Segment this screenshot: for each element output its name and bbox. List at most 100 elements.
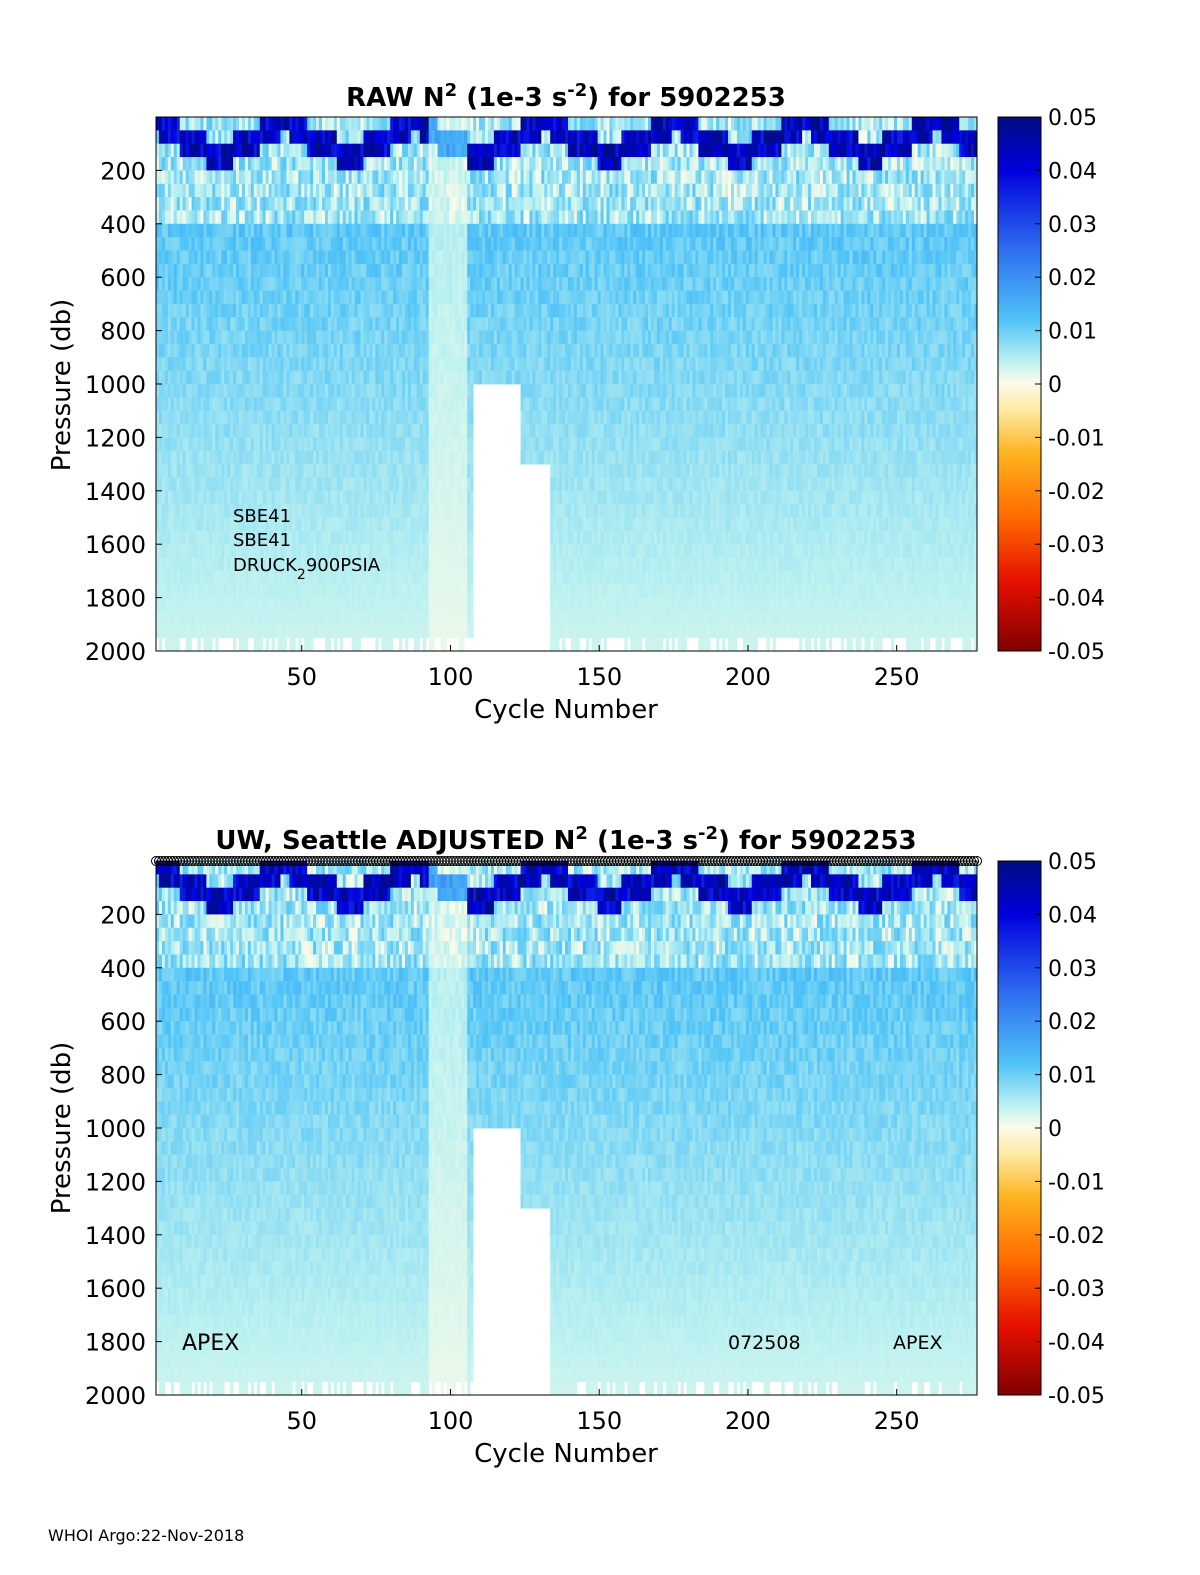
heatmap-cell — [556, 384, 560, 398]
heatmap-cell — [342, 504, 347, 518]
heatmap-cell — [277, 157, 281, 171]
heatmap-cell — [224, 170, 228, 185]
heatmap-cell — [283, 197, 287, 211]
heatmap-cell — [330, 570, 335, 585]
heatmap-cell — [467, 597, 471, 612]
heatmap-cell — [372, 277, 376, 291]
heatmap-cell — [253, 370, 258, 385]
heatmap-cell — [247, 317, 252, 331]
heatmap-cell — [221, 504, 225, 518]
heatmap-cell — [283, 130, 287, 145]
heatmap-cell — [410, 210, 415, 225]
heatmap-cell — [428, 504, 433, 518]
heatmap-cell — [452, 143, 456, 158]
heatmap-cell — [301, 223, 305, 238]
heatmap-cell — [170, 117, 175, 131]
heatmap-cell — [164, 237, 169, 251]
heatmap-cell — [236, 490, 240, 505]
heatmap-cell — [218, 130, 222, 145]
heatmap-cell — [283, 330, 287, 345]
heatmap-cell — [437, 263, 441, 278]
heatmap-cell — [191, 570, 195, 585]
heatmap-cell — [327, 303, 332, 318]
heatmap-cell — [161, 343, 166, 358]
heatmap-cell — [241, 250, 246, 265]
heatmap-cell — [224, 477, 228, 492]
heatmap-cell — [384, 183, 388, 198]
heatmap-cell — [209, 263, 213, 278]
heatmap-cell — [339, 357, 344, 372]
heatmap-cell — [339, 490, 344, 505]
heatmap-cell — [256, 130, 261, 145]
heatmap-cell — [212, 357, 216, 372]
heatmap-cell — [191, 157, 195, 171]
heatmap-cell — [541, 277, 545, 291]
heatmap-cell — [437, 157, 441, 171]
heatmap-cell — [304, 143, 308, 158]
heatmap-cell — [259, 517, 264, 532]
heatmap-cell — [437, 490, 441, 505]
heatmap-cell — [490, 237, 495, 251]
heatmap-cell — [244, 490, 249, 505]
heatmap-cell — [277, 197, 281, 211]
heatmap-cell — [164, 557, 169, 572]
heatmap-cell — [458, 343, 462, 358]
heatmap-cell — [461, 544, 465, 558]
heatmap-cell — [399, 290, 403, 305]
heatmap-cell — [354, 143, 358, 158]
heatmap-cell — [520, 117, 524, 131]
heatmap-cell — [298, 517, 302, 532]
heatmap-cell — [541, 263, 545, 278]
heatmap-cell — [354, 210, 358, 225]
heatmap-cell — [446, 357, 450, 372]
heatmap-cell — [446, 117, 450, 131]
heatmap-cell — [206, 464, 210, 478]
heatmap-cell — [535, 410, 539, 425]
heatmap-cell — [410, 597, 415, 612]
heatmap-cell — [161, 437, 166, 452]
heatmap-cell — [253, 544, 258, 558]
heatmap-cell — [452, 410, 456, 425]
heatmap-cell — [182, 530, 187, 545]
heatmap-cell — [179, 464, 184, 478]
heatmap-cell — [283, 530, 287, 545]
heatmap-cell — [182, 384, 187, 398]
heatmap-cell — [487, 277, 492, 291]
heatmap-cell — [286, 464, 290, 478]
heatmap-cell — [369, 170, 373, 185]
heatmap-cell — [446, 504, 450, 518]
heatmap-cell — [407, 210, 412, 225]
heatmap-cell — [262, 290, 267, 305]
heatmap-cell — [301, 610, 305, 625]
heatmap-cell — [274, 464, 278, 478]
heatmap-cell — [230, 183, 234, 198]
heatmap-cell — [179, 277, 184, 291]
heatmap-cell — [502, 357, 507, 372]
heatmap-cell — [532, 317, 536, 331]
heatmap-cell — [431, 490, 435, 505]
heatmap-cell — [419, 464, 424, 478]
heatmap-cell — [467, 424, 471, 438]
heatmap-cell — [227, 437, 231, 452]
heatmap-cell — [499, 170, 504, 185]
heatmap-cell — [292, 570, 296, 585]
heatmap-cell — [227, 183, 231, 198]
heatmap-cell — [529, 397, 533, 412]
heatmap-cell — [535, 143, 539, 158]
heatmap-cell — [541, 223, 545, 238]
heatmap-cell — [185, 504, 189, 518]
heatmap-cell — [253, 437, 258, 452]
heatmap-cell — [170, 157, 175, 171]
heatmap-cell — [559, 570, 563, 585]
heatmap-cell — [342, 437, 347, 452]
heatmap-cell — [227, 410, 231, 425]
heatmap-cell — [277, 464, 281, 478]
heatmap-cell — [541, 197, 545, 211]
heatmap-cell — [351, 517, 355, 532]
heatmap-cell — [256, 557, 261, 572]
heatmap-cell — [307, 303, 311, 318]
heatmap-cell — [301, 504, 305, 518]
heatmap-cell — [399, 517, 403, 532]
heatmap-cell — [360, 143, 364, 158]
heatmap-cell — [511, 117, 516, 131]
